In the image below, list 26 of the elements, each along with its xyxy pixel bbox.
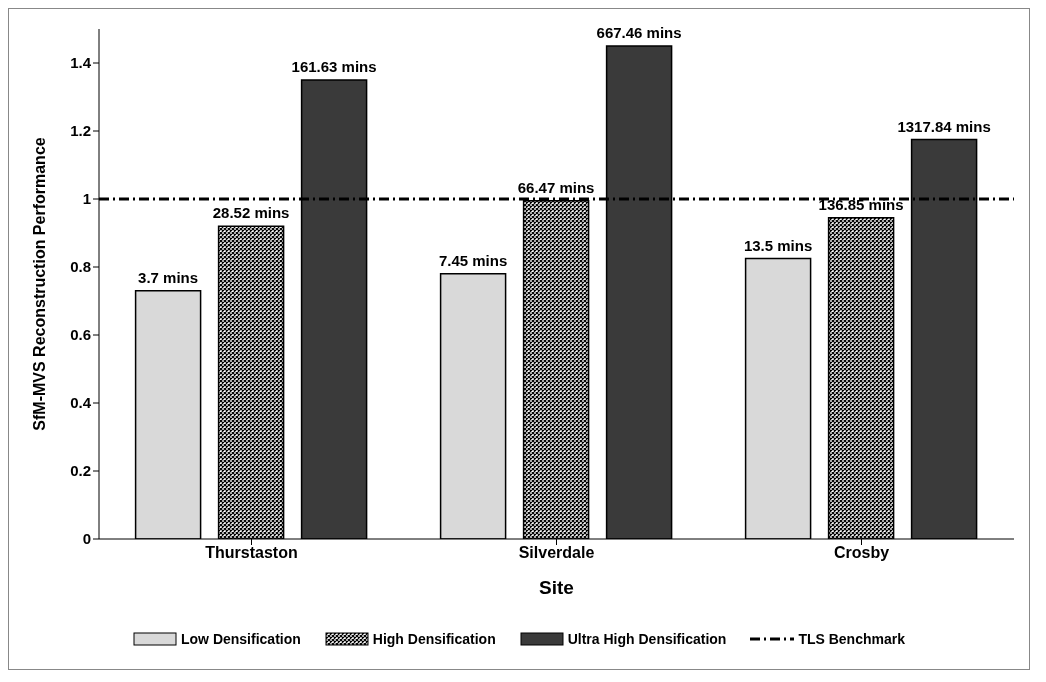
x-tick-label: Silverdale: [518, 544, 595, 562]
y-tick-label: 0: [82, 530, 91, 548]
annotation: 7.45 mins: [438, 251, 508, 269]
annotation: 28.52 mins: [212, 204, 290, 222]
y-axis-title: SfM-MVS Reconstruction Performance: [30, 137, 48, 431]
legend-label: High Densification: [372, 631, 496, 647]
legend-label: TLS Benchmark: [798, 631, 905, 647]
annotation: 667.46 mins: [596, 24, 682, 41]
y-tick-label: 0.2: [70, 462, 91, 480]
y-tick-label: 0.8: [70, 258, 91, 276]
annotation: 136.85 mins: [818, 195, 904, 213]
legend-label: Ultra High Densification: [567, 631, 727, 647]
y-tick-label: 0.6: [70, 326, 91, 344]
x-tick-label: Thurstaston: [205, 544, 298, 562]
annotation: 3.7 mins: [138, 268, 199, 286]
x-tick-label: Crosby: [833, 544, 890, 562]
annotation: 1317.84 mins: [897, 117, 991, 135]
legend-label: Low Densification: [181, 631, 301, 647]
annotation: 13.5 mins: [743, 236, 813, 254]
y-tick-label: 1.4: [70, 54, 92, 72]
y-tick-label: 1.2: [70, 122, 91, 140]
annotation: 66.47 mins: [517, 178, 595, 196]
annotation: 161.63 mins: [291, 58, 377, 75]
x-axis-title: Site: [539, 577, 574, 598]
y-tick-label: 0.4: [70, 394, 92, 412]
y-tick-label: 1: [82, 190, 91, 208]
